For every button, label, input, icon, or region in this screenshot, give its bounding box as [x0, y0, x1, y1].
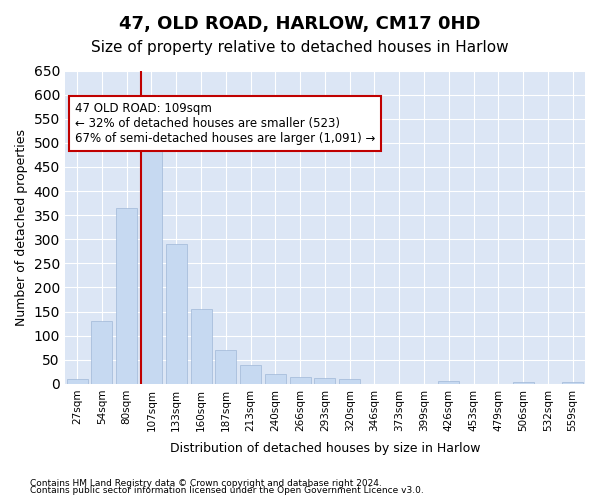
Bar	[91, 321, 112, 384]
Bar	[215, 350, 236, 384]
Bar	[191, 309, 212, 384]
Bar	[265, 374, 286, 384]
Text: 47, OLD ROAD, HARLOW, CM17 0HD: 47, OLD ROAD, HARLOW, CM17 0HD	[119, 15, 481, 33]
Bar	[314, 378, 335, 384]
Text: Contains HM Land Registry data © Crown copyright and database right 2024.: Contains HM Land Registry data © Crown c…	[30, 478, 382, 488]
Text: Contains public sector information licensed under the Open Government Licence v3: Contains public sector information licen…	[30, 486, 424, 495]
Bar	[240, 364, 261, 384]
Text: 47 OLD ROAD: 109sqm
← 32% of detached houses are smaller (523)
67% of semi-detac: 47 OLD ROAD: 109sqm ← 32% of detached ho…	[75, 102, 376, 145]
Bar	[438, 382, 459, 384]
Y-axis label: Number of detached properties: Number of detached properties	[15, 128, 28, 326]
Bar	[67, 379, 88, 384]
Text: Size of property relative to detached houses in Harlow: Size of property relative to detached ho…	[91, 40, 509, 55]
Bar	[290, 376, 311, 384]
Bar	[562, 382, 583, 384]
X-axis label: Distribution of detached houses by size in Harlow: Distribution of detached houses by size …	[170, 442, 480, 455]
Bar	[166, 244, 187, 384]
Bar	[512, 382, 533, 384]
Bar	[116, 208, 137, 384]
Bar	[141, 126, 162, 384]
Bar	[339, 379, 360, 384]
